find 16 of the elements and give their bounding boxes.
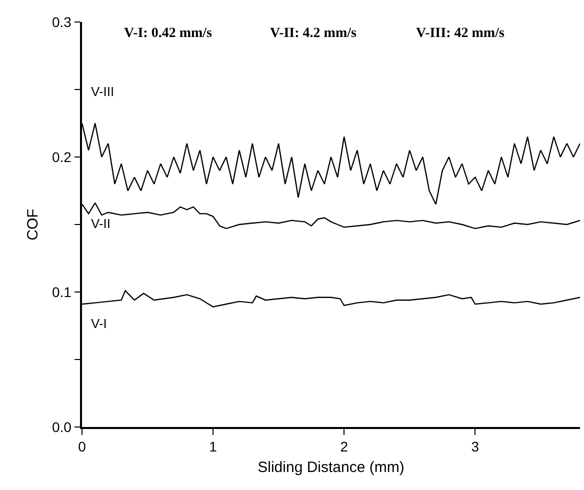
x-axis-title: Sliding Distance (mm) — [258, 459, 404, 476]
y-tick-label: 0.2 — [52, 148, 72, 165]
series-label: V-I — [91, 316, 107, 331]
y-tick-label: 0.3 — [52, 14, 72, 30]
y-axis-title: COF — [24, 208, 42, 240]
x-tick-label: 0 — [78, 438, 86, 455]
annotation: V-I: 0.42 mm/s — [124, 26, 213, 41]
x-tick-label: 1 — [209, 438, 218, 455]
x-tick-label: 3 — [471, 438, 480, 455]
series-label: V-II — [91, 216, 111, 231]
annotation: V-II: 4.2 mm/s — [270, 26, 358, 41]
y-tick-label: 0.1 — [52, 284, 72, 300]
annotation: V-III: 42 mm/s — [416, 26, 505, 41]
x-tick-label: 2 — [340, 438, 348, 455]
series-label: V-III — [91, 84, 114, 99]
y-tick-label: 0.0 — [52, 418, 72, 435]
